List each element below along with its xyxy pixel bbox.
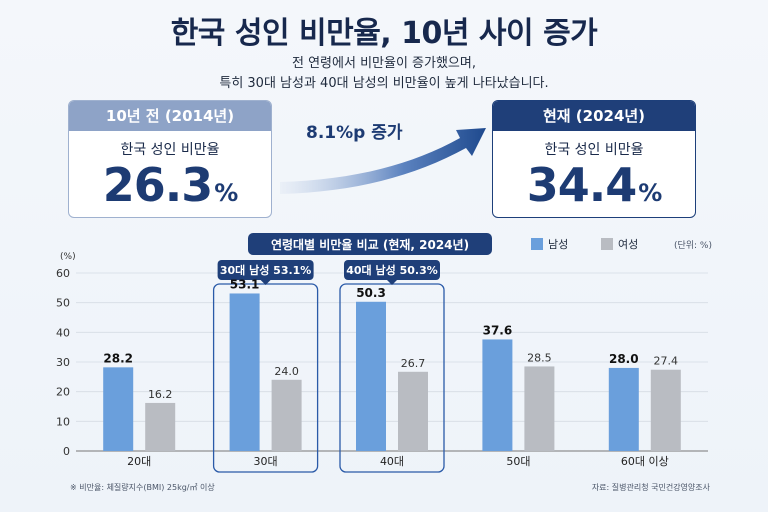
- page-subtitle: 전 연령에서 비만율이 증가했으며, 특히 30대 남성과 40대 남성의 비만…: [0, 54, 768, 94]
- bar-male: [229, 293, 260, 451]
- legend-label-male: 남성: [548, 238, 568, 251]
- current-card-header: 현재 (2024년): [493, 101, 695, 131]
- current-rate-card: 현재 (2024년) 한국 성인 비만율 34.4%: [492, 100, 696, 218]
- bar-value-label-female: 27.4: [654, 355, 679, 368]
- y-tick-label: 10: [56, 415, 70, 428]
- x-tick-label: 20대: [127, 455, 151, 468]
- bar-value-label-female: 16.2: [148, 388, 173, 401]
- bar-female: [271, 379, 302, 451]
- increase-arrow-icon: [280, 128, 486, 194]
- bar-male: [608, 367, 639, 451]
- bar-male: [482, 339, 513, 451]
- past-value-unit: %: [214, 179, 238, 207]
- highlight-tag-label: 30대 남성 53.1%: [220, 263, 312, 277]
- x-tick-label: 60대 이상: [621, 455, 669, 468]
- x-tick-label: 50대: [506, 455, 530, 468]
- bar-value-label-male: 50.3: [356, 286, 386, 300]
- bar-value-label-male: 53.1: [230, 277, 260, 291]
- highlight-tag: [344, 260, 440, 280]
- legend-label-female: 여성: [618, 238, 638, 251]
- y-tick-label: 40: [56, 326, 70, 339]
- current-value-unit: %: [638, 179, 662, 207]
- bar-value-label-male: 28.0: [609, 352, 639, 366]
- past-card-value: 26.3%: [69, 158, 271, 217]
- legend-swatch-male: [531, 238, 543, 250]
- bar-female: [398, 371, 428, 451]
- current-card-value: 34.4%: [493, 158, 695, 217]
- bar-male: [103, 367, 134, 451]
- subtitle-line-2: 특히 30대 남성과 40대 남성의 비만율이 높게 나타났습니다.: [219, 76, 549, 91]
- bar-female: [145, 402, 176, 451]
- y-tick-label: 60: [56, 267, 70, 280]
- bar-female: [524, 366, 555, 451]
- age-group-bar-chart: 연령대별 비만율 비교 (현재, 2024년) 남성 여성 (단위: %) (%) 0 10…: [56, 233, 712, 473]
- bar-value-label-female: 28.5: [527, 351, 552, 364]
- bar-value-label-female: 26.7: [401, 357, 426, 370]
- current-value-number: 34.4: [526, 158, 637, 212]
- x-tick-label: 40대: [380, 455, 404, 468]
- page-title: 한국 성인 비만율, 10년 사이 증가: [170, 16, 598, 51]
- y-tick-label: 50: [56, 297, 70, 310]
- past-card-header: 10년 전 (2014년): [69, 101, 271, 131]
- highlight-tag: [217, 260, 314, 280]
- bar-male: [356, 301, 386, 451]
- past-rate-card: 10년 전 (2014년) 한국 성인 비만율 26.3%: [68, 100, 272, 218]
- past-card-label: 한국 성인 비만율: [120, 142, 220, 158]
- subtitle-line-1: 전 연령에서 비만율이 증가했으며,: [292, 56, 476, 71]
- highlight-box: [212, 283, 319, 473]
- y-tick-label: 30: [56, 356, 70, 369]
- highlight-box: [339, 283, 445, 473]
- data-source: 자료: 질병관리청 국민건강영양조사: [591, 483, 710, 492]
- y-tick-label: 20: [56, 386, 70, 399]
- y-axis-label: (%): [60, 252, 76, 262]
- highlight-tag-pointer: [387, 280, 397, 285]
- bar-female: [650, 369, 681, 451]
- unit-note: (단위: %): [674, 240, 712, 251]
- increase-label: 8.1%p 증가: [306, 123, 403, 143]
- legend-swatch-female: [601, 238, 613, 250]
- chart-title: 연령대별 비만율 비교 (현재, 2024년): [271, 237, 469, 252]
- bar-value-label-female: 24.0: [274, 365, 299, 378]
- highlight-tag-label: 40대 남성 50.3%: [346, 263, 438, 277]
- current-card-label: 한국 성인 비만율: [544, 142, 644, 158]
- highlight-tag-pointer: [260, 280, 271, 285]
- x-tick-label: 30대: [254, 455, 278, 468]
- past-value-number: 26.3: [102, 158, 213, 212]
- chart-title-box: [248, 233, 492, 255]
- bar-value-label-male: 28.2: [103, 351, 133, 365]
- y-tick-label: 0: [63, 445, 70, 458]
- bar-value-label-male: 37.6: [483, 323, 513, 337]
- bmi-footnote: ※ 비만율: 체질량지수(BMI) 25kg/㎡ 이상: [70, 483, 215, 492]
